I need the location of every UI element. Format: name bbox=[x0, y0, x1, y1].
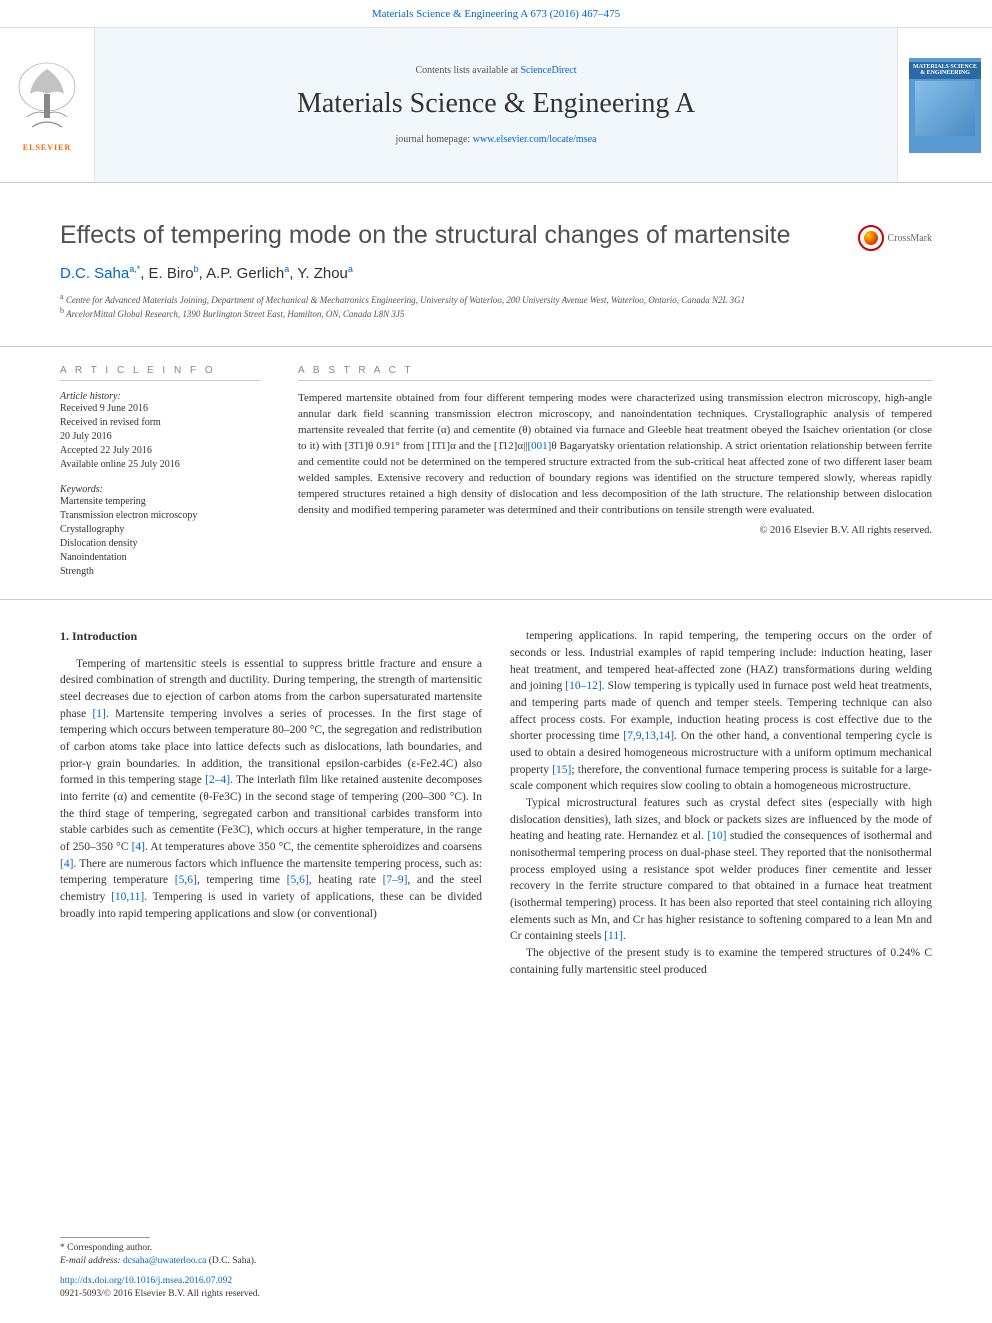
email-link[interactable]: dcsaha@uwaterloo.ca bbox=[123, 1256, 206, 1266]
intro-para-cont: tempering applications. In rapid temperi… bbox=[510, 628, 932, 795]
intro-heading: 1. Introduction bbox=[60, 628, 482, 645]
history-item: Received in revised form bbox=[60, 416, 260, 430]
author-3: , A.P. Gerlich bbox=[199, 265, 285, 282]
email-line: E-mail address: dcsaha@uwaterloo.ca (D.C… bbox=[60, 1255, 460, 1268]
abstract-copyright: © 2016 Elsevier B.V. All rights reserved… bbox=[298, 525, 932, 536]
issn-line: 0921-5093/© 2016 Elsevier B.V. All right… bbox=[60, 1288, 460, 1301]
keywords-list: Martensite tempering Transmission electr… bbox=[60, 495, 260, 579]
email-suffix: (D.C. Saha). bbox=[206, 1256, 256, 1266]
article-info-heading: A R T I C L E I N F O bbox=[60, 365, 260, 381]
footnote-rule bbox=[60, 1237, 150, 1238]
history-item: 20 July 2016 bbox=[60, 430, 260, 444]
cover-thumbnail: MATERIALS SCIENCE & ENGINEERING bbox=[909, 58, 981, 153]
homepage-line: journal homepage: www.elsevier.com/locat… bbox=[396, 134, 597, 145]
author-1-affil[interactable]: a,* bbox=[129, 264, 140, 274]
intro-para-2: Typical microstructural features such as… bbox=[510, 795, 932, 945]
article-title: Effects of tempering mode on the structu… bbox=[60, 221, 932, 250]
history-item: Received 9 June 2016 bbox=[60, 402, 260, 416]
keyword: Transmission electron microscopy bbox=[60, 509, 260, 523]
journal-header: ELSEVIER Contents lists available at Sci… bbox=[0, 28, 992, 183]
abstract: A B S T R A C T Tempered martensite obta… bbox=[298, 365, 932, 579]
keyword: Martensite tempering bbox=[60, 495, 260, 509]
contents-available-line: Contents lists available at ScienceDirec… bbox=[415, 65, 576, 76]
journal-cover: MATERIALS SCIENCE & ENGINEERING bbox=[897, 28, 992, 182]
author-4: , Y. Zhou bbox=[289, 265, 348, 282]
title-section: CrossMark Effects of tempering mode on t… bbox=[0, 183, 992, 332]
crossmark-icon bbox=[858, 225, 884, 251]
author-1[interactable]: D.C. Saha bbox=[60, 265, 129, 282]
abstract-heading: A B S T R A C T bbox=[298, 365, 932, 381]
abstract-text: Tempered martensite obtained from four d… bbox=[298, 391, 932, 519]
history-list: Received 9 June 2016 Received in revised… bbox=[60, 402, 260, 472]
email-label: E-mail address: bbox=[60, 1256, 123, 1266]
body-content: 1. Introduction Tempering of martensitic… bbox=[0, 599, 992, 978]
contents-prefix: Contents lists available at bbox=[415, 65, 520, 76]
journal-name: Materials Science & Engineering A bbox=[297, 88, 695, 120]
doi-line: http://dx.doi.org/10.1016/j.msea.2016.07… bbox=[60, 1275, 460, 1288]
history-item: Available online 25 July 2016 bbox=[60, 458, 260, 472]
author-4-affil[interactable]: a bbox=[348, 264, 353, 274]
affiliation-b: b ArcelorMittal Global Research, 1390 Bu… bbox=[60, 306, 932, 320]
crossmark-badge[interactable]: CrossMark bbox=[858, 225, 932, 251]
intro-para-3: The objective of the present study is to… bbox=[510, 945, 932, 978]
author-2: , E. Biro bbox=[140, 265, 193, 282]
column-left: 1. Introduction Tempering of martensitic… bbox=[60, 628, 482, 978]
intro-para-1: Tempering of martensitic steels is essen… bbox=[60, 656, 482, 923]
elsevier-text: ELSEVIER bbox=[23, 143, 71, 152]
cover-image-placeholder bbox=[915, 81, 975, 136]
elsevier-tree-icon bbox=[12, 59, 82, 139]
keyword: Crystallography bbox=[60, 523, 260, 537]
top-citation-bar: Materials Science & Engineering A 673 (2… bbox=[0, 0, 992, 28]
affiliation-a: a Centre for Advanced Materials Joining,… bbox=[60, 292, 932, 306]
column-right: tempering applications. In rapid temperi… bbox=[510, 628, 932, 978]
sciencedirect-link[interactable]: ScienceDirect bbox=[520, 65, 576, 76]
article-info: A R T I C L E I N F O Article history: R… bbox=[60, 365, 260, 579]
elsevier-logo: ELSEVIER bbox=[0, 28, 95, 182]
history-label: Article history: bbox=[60, 391, 260, 402]
homepage-link[interactable]: www.elsevier.com/locate/msea bbox=[473, 134, 597, 145]
footnote-block: * Corresponding author. E-mail address: … bbox=[60, 1237, 460, 1301]
cover-title: MATERIALS SCIENCE & ENGINEERING bbox=[909, 62, 981, 79]
corresponding-author: * Corresponding author. bbox=[60, 1242, 460, 1255]
info-abstract-row: A R T I C L E I N F O Article history: R… bbox=[0, 346, 992, 579]
history-item: Accepted 22 July 2016 bbox=[60, 444, 260, 458]
header-center: Contents lists available at ScienceDirec… bbox=[95, 28, 897, 182]
citation-link[interactable]: Materials Science & Engineering A 673 (2… bbox=[372, 8, 620, 20]
keyword: Nanoindentation bbox=[60, 551, 260, 565]
authors-line: D.C. Sahaa,*, E. Birob, A.P. Gerlicha, Y… bbox=[60, 264, 932, 282]
keyword: Strength bbox=[60, 565, 260, 579]
homepage-prefix: journal homepage: bbox=[396, 134, 473, 145]
crossmark-label: CrossMark bbox=[888, 233, 932, 244]
affiliations: a Centre for Advanced Materials Joining,… bbox=[60, 292, 932, 320]
doi-link[interactable]: http://dx.doi.org/10.1016/j.msea.2016.07… bbox=[60, 1276, 232, 1286]
keyword: Dislocation density bbox=[60, 537, 260, 551]
keywords-label: Keywords: bbox=[60, 484, 260, 495]
